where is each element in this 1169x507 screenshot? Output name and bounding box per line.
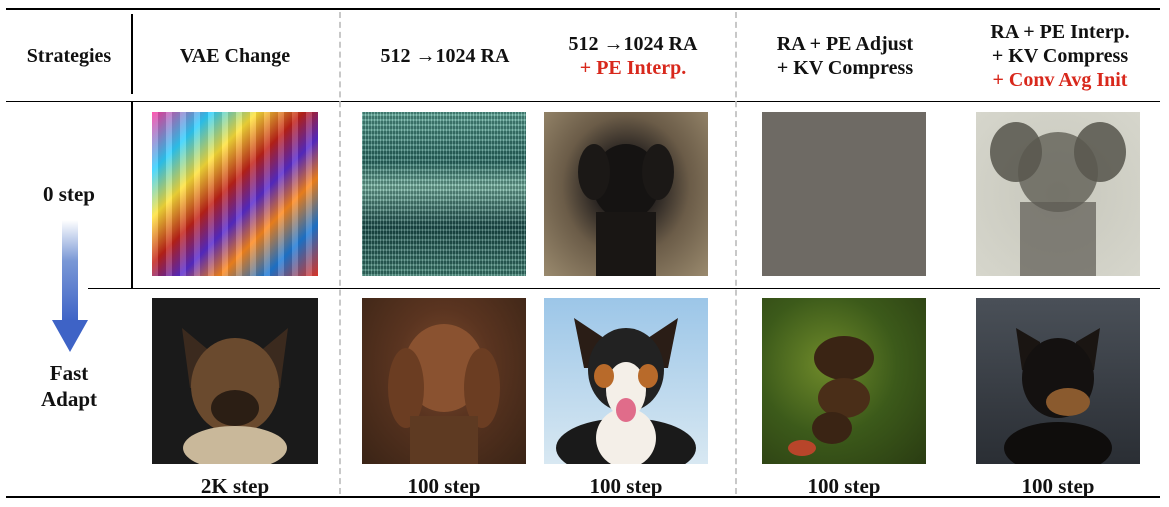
image-pe-adjust-0-step bbox=[762, 112, 926, 276]
header-conv-avg-line3: + Conv Avg Init bbox=[992, 69, 1128, 91]
row-label-0-step: 0 step bbox=[14, 182, 124, 207]
caption-vae-change: 2K step bbox=[150, 474, 320, 499]
top-rule bbox=[6, 8, 1160, 10]
image-ra-pe-interp-0-step bbox=[544, 112, 708, 276]
caption-pe-adjust-text: 100 step bbox=[807, 474, 881, 498]
header-ra-text: 512 →1024 RA bbox=[380, 45, 510, 67]
dog-shadow-icon bbox=[990, 122, 1126, 276]
caption-vae-change-text: 2K step bbox=[200, 474, 270, 498]
caption-ra-pe-interp-text: 100 step bbox=[589, 474, 663, 498]
header-rule bbox=[6, 101, 1160, 102]
caption-pe-adjust: 100 step bbox=[759, 474, 929, 499]
column-divider-2 bbox=[735, 12, 737, 494]
header-ra-pe-interp-line2: + PE Interp. bbox=[579, 57, 687, 79]
caption-conv-avg-text: 100 step bbox=[1021, 474, 1095, 498]
image-vae-change-0-step bbox=[152, 112, 318, 276]
header-pe-adjust-line2: + KV Compress bbox=[776, 57, 914, 79]
header-vae-change-text: VAE Change bbox=[179, 45, 291, 67]
image-ra-pe-interp-fast-adapt bbox=[544, 298, 708, 464]
caption-conv-avg: 100 step bbox=[973, 474, 1143, 499]
header-ra-pe-interp: 512 →1024 RA + PE Interp. bbox=[540, 14, 726, 98]
row-label-adapt: Adapt bbox=[40, 387, 98, 411]
distorted-dogs-icon bbox=[788, 336, 874, 456]
header-vae-change: VAE Change bbox=[140, 14, 330, 98]
caption-ra-pe-interp: 100 step bbox=[541, 474, 711, 499]
label-column-divider bbox=[131, 14, 133, 94]
bottom-rule bbox=[6, 496, 1160, 498]
header-conv-avg-line1: RA + PE Interp. bbox=[990, 21, 1130, 43]
row-label-fast-adapt: Fast Adapt bbox=[14, 360, 124, 412]
image-conv-avg-0-step bbox=[976, 112, 1140, 276]
header-strategies: Strategies bbox=[10, 14, 128, 98]
dog-silhouette-icon bbox=[578, 144, 674, 276]
dog-portrait-icon bbox=[182, 328, 288, 464]
label-column-divider-lower bbox=[131, 102, 133, 288]
image-vae-change-fast-adapt bbox=[152, 298, 318, 464]
header-conv-avg: RA + PE Interp. + KV Compress + Conv Avg… bbox=[960, 14, 1160, 98]
header-strategies-text: Strategies bbox=[26, 45, 112, 67]
image-ra-fast-adapt bbox=[362, 298, 526, 464]
down-arrow-icon bbox=[62, 220, 78, 322]
brown-dog-icon bbox=[388, 324, 500, 464]
image-conv-avg-fast-adapt bbox=[976, 298, 1140, 464]
caption-ra-text: 100 step bbox=[407, 474, 481, 498]
column-divider-1 bbox=[339, 12, 341, 494]
header-pe-adjust: RA + PE Adjust + KV Compress bbox=[750, 14, 940, 98]
row-label-fast: Fast bbox=[49, 361, 89, 385]
header-ra-pe-interp-line1: 512 →1024 RA bbox=[568, 33, 698, 55]
header-pe-adjust-line1: RA + PE Adjust bbox=[776, 33, 914, 55]
tricolor-dog-icon bbox=[556, 318, 696, 464]
black-tan-dog-icon bbox=[1004, 328, 1112, 464]
header-conv-avg-line2: + KV Compress bbox=[991, 45, 1129, 67]
row-divider bbox=[88, 288, 1160, 289]
header-ra: 512 →1024 RA bbox=[352, 14, 538, 98]
image-ra-0-step bbox=[362, 112, 526, 276]
caption-ra: 100 step bbox=[359, 474, 529, 499]
row-label-0-step-text: 0 step bbox=[43, 182, 95, 206]
image-pe-adjust-fast-adapt bbox=[762, 298, 926, 464]
arrow-head-icon bbox=[52, 320, 88, 352]
